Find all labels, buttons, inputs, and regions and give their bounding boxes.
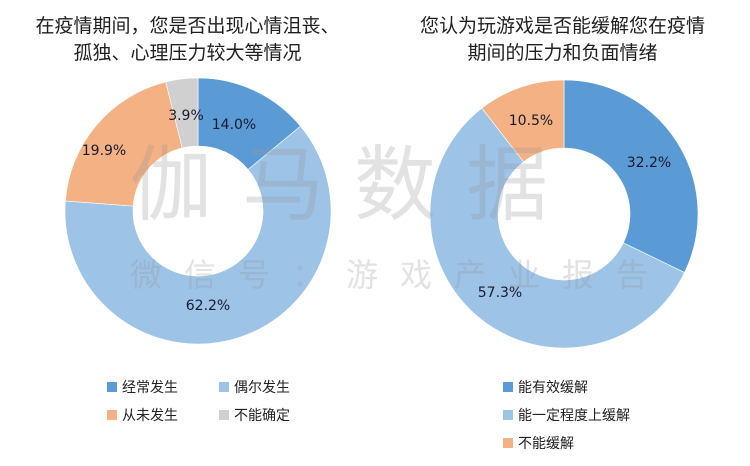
left-chart-title-line2: 孤独、心理压力较大等情况: [73, 42, 302, 64]
slice-percent-label: 57.3%: [478, 285, 522, 301]
legend-item-never: 从未发生: [107, 405, 178, 425]
slice-percent-label: 32.2%: [627, 155, 671, 171]
donut-slice: [64, 125, 332, 345]
legend-item-not-effective: 不能缓解: [503, 433, 574, 453]
legend-swatch: [503, 410, 513, 420]
legend-swatch: [219, 382, 229, 392]
left-chart-title-line1: 在疫情期间，您是否出现心情沮丧、: [35, 15, 340, 37]
donut-slice: [563, 79, 699, 273]
legend-swatch: [107, 410, 117, 420]
slice-percent-label: 62.2%: [186, 298, 230, 314]
legend-label: 经常发生: [122, 380, 178, 396]
legend-swatch: [503, 438, 513, 448]
right-chart-title-line1: 您认为玩游戏是否能缓解您在疫情: [419, 15, 705, 37]
legend-label: 不能缓解: [518, 436, 574, 452]
right-chart-title: 您认为玩游戏是否能缓解您在疫情 期间的压力和负面情绪: [375, 13, 750, 67]
slice-percent-label: 3.9%: [168, 108, 204, 124]
legend-label: 能一定程度上缓解: [518, 408, 630, 424]
legend-label: 从未发生: [122, 408, 178, 424]
legend-item-occasional: 偶尔发生: [219, 377, 290, 397]
legend-label: 不能确定: [234, 408, 290, 424]
donut-slice: [65, 81, 183, 207]
legend-item-uncertain: 不能确定: [219, 405, 290, 425]
legend-label: 能有效缓解: [518, 380, 588, 396]
slice-percent-label: 19.9%: [82, 143, 126, 159]
legend-item-partial: 能一定程度上缓解: [503, 405, 630, 425]
donut-slice: [165, 77, 199, 149]
legend-swatch: [219, 410, 229, 420]
legend-swatch: [503, 382, 513, 392]
left-chart-title: 在疫情期间，您是否出现心情沮丧、 孤独、心理压力较大等情况: [0, 13, 375, 67]
donut-slice: [429, 107, 685, 349]
legend-item-effective: 能有效缓解: [503, 377, 588, 397]
right-chart-title-line2: 期间的压力和负面情绪: [467, 42, 658, 64]
legend-swatch: [107, 382, 117, 392]
donut-slice: [481, 79, 565, 163]
legend-item-frequent: 经常发生: [107, 377, 178, 397]
legend-label: 偶尔发生: [234, 380, 290, 396]
slice-percent-label: 10.5%: [509, 113, 553, 129]
slice-percent-label: 14.0%: [212, 117, 256, 133]
